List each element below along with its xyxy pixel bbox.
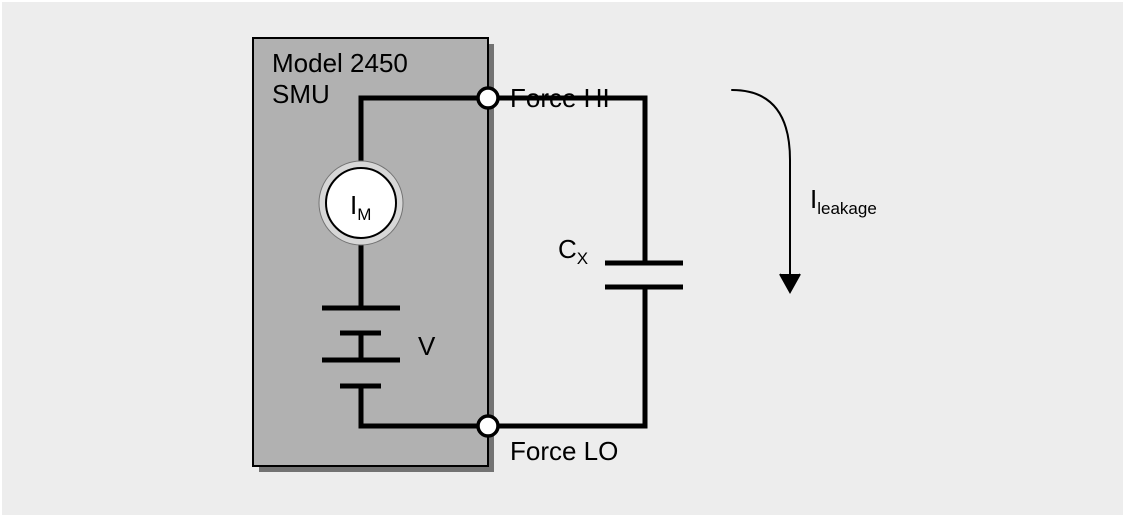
force-lo-label: Force LO (510, 436, 618, 466)
diagram-frame: Model 2450SMUIMVForce HIForce LOCXIleaka… (0, 0, 1125, 517)
smu-title-line1: Model 2450 (272, 48, 408, 78)
node-force-lo (478, 416, 498, 436)
ammeter-icon (326, 168, 396, 238)
force-hi-label: Force HI (510, 83, 610, 113)
node-force-hi (478, 88, 498, 108)
voltage-label: V (418, 331, 436, 361)
circuit-diagram: Model 2450SMUIMVForce HIForce LOCXIleaka… (0, 0, 1125, 517)
smu-title-line2: SMU (272, 79, 330, 109)
